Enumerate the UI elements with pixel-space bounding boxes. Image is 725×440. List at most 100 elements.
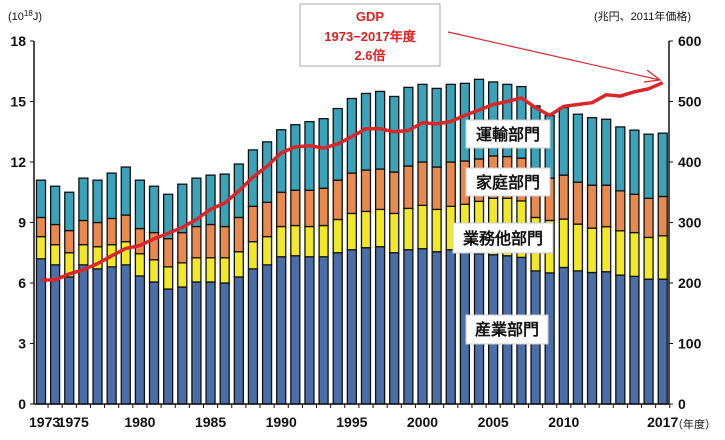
bar-segment-1998-s2	[389, 171, 400, 215]
bar-segment-1989-s0	[261, 264, 273, 405]
bar-segment-1983-s0	[177, 286, 188, 405]
bar-segment-2017-s2	[657, 195, 668, 237]
left-tick-label: 15	[10, 94, 26, 110]
bar-segment-2011-s2	[572, 181, 584, 225]
bar-segment-1983-s1	[177, 262, 188, 288]
right-axis-unit: (兆円、2011年価格)	[594, 9, 691, 23]
bar-segment-2010-s3	[558, 106, 569, 176]
bar-segment-1992-s0	[304, 256, 315, 405]
bar-segment-1996-s1	[360, 210, 372, 249]
bar-segment-1983-s2	[177, 231, 188, 264]
bar-segment-1979-s1	[120, 241, 131, 266]
bar-segment-2012-s0	[586, 271, 598, 405]
bar-segment-1975-s3	[64, 191, 75, 232]
bar-segment-2000-s1	[417, 204, 428, 250]
svg-text:家庭部門: 家庭部門	[476, 173, 540, 192]
bar-segment-1990-s1	[276, 225, 287, 258]
gdp-line	[41, 81, 664, 282]
x-tick-label: 1980	[124, 414, 155, 430]
left-tick-label: 3	[18, 336, 26, 352]
bar-segment-2010-s1	[558, 218, 569, 269]
svg-text:運輸部門: 運輸部門	[476, 125, 540, 144]
bar-segment-2014-s1	[615, 230, 626, 276]
bar-segment-1974-s3	[49, 185, 61, 226]
x-tick-label: 1973	[29, 414, 60, 430]
bar-segment-1975-s2	[64, 229, 75, 254]
left-tick-label: 18	[10, 33, 26, 49]
bar-segment-1997-s1	[374, 208, 386, 248]
bar-segment-1997-s0	[374, 246, 386, 405]
svg-text:産業部門: 産業部門	[475, 320, 539, 339]
bar-segment-2014-s0	[615, 274, 626, 405]
sector-label-commercial: 業務他部門	[452, 222, 554, 254]
bar-segment-1974-s1	[49, 244, 61, 266]
right-tick-label: 0	[678, 396, 686, 412]
bar-segment-1998-s0	[389, 252, 400, 405]
bar-segment-1982-s3	[163, 193, 174, 240]
bar-segment-1985-s1	[205, 257, 216, 283]
bar-segment-1989-s1	[261, 235, 273, 266]
right-tick-label: 100	[678, 336, 702, 352]
bar-segment-1999-s2	[403, 165, 414, 210]
x-tick-label: 2010	[548, 414, 579, 430]
bar-segment-1987-s0	[233, 276, 244, 405]
bar-segment-1989-s2	[261, 201, 273, 238]
bar-segment-2013-s0	[601, 271, 612, 405]
bar-segment-1999-s1	[403, 207, 414, 251]
sector-label-residential: 家庭部門	[465, 167, 551, 197]
bar-segment-2011-s1	[572, 223, 584, 272]
bar-segment-2014-s3	[615, 126, 626, 192]
bar-segment-2015-s2	[629, 193, 640, 234]
bar-segment-1992-s3	[304, 121, 315, 191]
bar-segment-1991-s2	[290, 189, 301, 227]
bar-segment-1998-s1	[389, 212, 400, 254]
bar-segment-1984-s3	[191, 177, 202, 228]
bar-segment-1986-s1	[219, 257, 230, 284]
bar-segment-2001-s0	[431, 251, 442, 405]
bar-segment-1987-s1	[233, 251, 244, 278]
bar-segment-2010-s0	[558, 266, 569, 405]
sector-label-transport: 運輸部門	[465, 119, 551, 149]
right-tick-label: 300	[678, 215, 702, 231]
bar-segment-1976-s1	[78, 244, 89, 266]
bar-segment-1979-s0	[120, 264, 131, 405]
bar-segment-2011-s0	[572, 270, 584, 405]
bar-segment-2015-s3	[629, 129, 640, 195]
bar-segment-1994-s2	[332, 179, 343, 221]
bar-segment-1990-s3	[276, 129, 287, 193]
bar-segment-1974-s0	[49, 264, 61, 405]
bar-segment-1995-s1	[346, 212, 358, 251]
left-tick-label: 12	[10, 154, 26, 170]
bar-segment-1991-s0	[290, 255, 301, 405]
gdp-annotation-title: GDP	[356, 9, 385, 24]
bar-segment-1973-s2	[35, 216, 47, 238]
bar-segment-1991-s3	[290, 124, 301, 191]
bar-segment-1982-s2	[163, 237, 174, 268]
bar-segment-1985-s3	[205, 174, 216, 226]
left-axis-unit: (1018J)	[8, 9, 42, 23]
bar-segment-1983-s3	[177, 183, 188, 234]
bar-segment-2000-s2	[417, 161, 428, 207]
gdp-annotation: GDP 1973−2017年度 2.6倍	[299, 3, 662, 83]
bar-segment-1977-s0	[92, 268, 103, 405]
bar-segment-1995-s0	[346, 249, 358, 405]
left-tick-label: 9	[18, 215, 26, 231]
x-tick-label: 1985	[195, 414, 226, 430]
bar-segment-1985-s2	[205, 223, 216, 259]
bar-segment-1993-s1	[318, 224, 329, 258]
bar-segment-2016-s1	[643, 236, 654, 280]
bar-segment-1976-s3	[78, 177, 89, 222]
bar-segment-1981-s3	[148, 185, 160, 234]
bar-segment-1993-s3	[318, 117, 329, 189]
bar-segment-1989-s3	[261, 141, 273, 203]
bar-segment-1978-s2	[106, 217, 117, 246]
annotation-arrow	[447, 31, 661, 81]
bar-segment-2002-s0	[445, 249, 456, 405]
left-tick-label: 6	[18, 275, 26, 291]
x-axis-unit: （年度）	[672, 417, 716, 431]
right-tick-label: 600	[678, 33, 702, 49]
bar-segment-1999-s3	[403, 86, 414, 167]
bar-segment-1984-s2	[191, 225, 202, 259]
